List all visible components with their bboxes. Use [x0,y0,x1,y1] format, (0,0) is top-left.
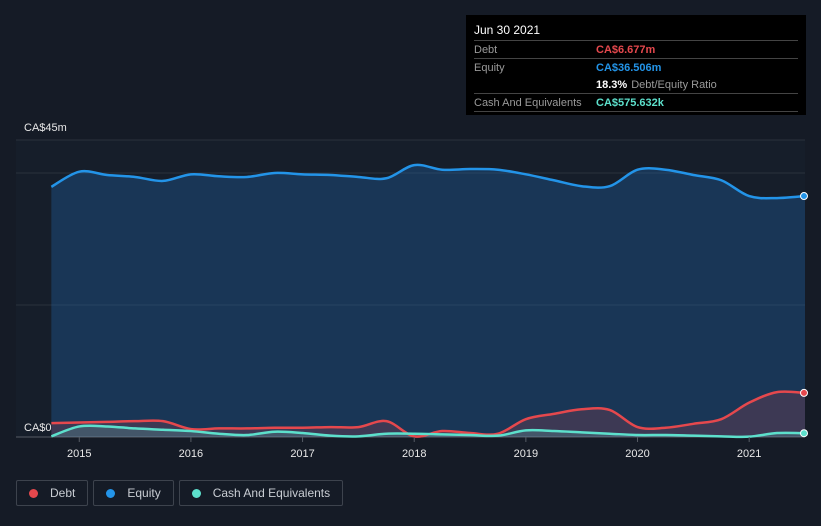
y-tick-label-top: CA$45m [24,122,67,134]
tooltip-debt-row: Debt CA$6.677m [474,41,798,59]
x-tick-label: 2017 [290,448,314,460]
equity-area [51,164,806,437]
legend-item-debt[interactable]: Debt [16,480,89,506]
tooltip-debt-value: CA$6.677m [596,43,656,56]
debt-area [51,391,806,437]
tooltip-equity-label: Equity [474,61,505,74]
tooltip-cash-row: Cash And Equivalents CA$575.632k [474,94,798,112]
debt-end-point [800,388,808,397]
tooltip-date: Jun 30 2021 [474,23,798,41]
equity-end-point [800,192,808,201]
tooltip-ratio-label: Debt/Equity Ratio [631,78,717,91]
y-tick-label-zero: CA$0 [24,422,52,434]
tooltip-cash-value: CA$575.632k [596,96,664,109]
x-tick-label: 2016 [179,448,203,460]
cash-end-point [800,429,808,438]
cash-line [50,424,806,439]
tooltip-ratio-row: 18.3% Debt/Equity Ratio [474,76,798,94]
equity-line [50,163,806,200]
cash-dot-icon [191,488,201,498]
legend-label: Equity [127,486,161,500]
tooltip-cash-label: Cash And Equivalents [474,96,582,109]
legend-label: Cash And Equivalents [212,486,331,500]
equity-dot-icon [106,488,116,498]
tooltip-equity-row: Equity CA$36.506m [474,59,798,76]
legend-item-cash[interactable]: Cash And Equivalents [178,480,344,506]
debt-dot-icon [29,488,38,498]
tooltip-equity-value: CA$36.506m [596,61,662,74]
x-tick-label: 2020 [625,448,649,460]
x-tick-label: 2021 [737,448,761,460]
tooltip-ratio-value: 18.3% [596,78,628,91]
x-tick-label: 2019 [514,448,538,460]
legend-item-equity[interactable]: Equity [93,480,174,506]
tooltip-debt-label: Debt [474,43,498,56]
x-tick-label: 2018 [402,448,426,460]
x-tick-label: 2015 [67,448,91,460]
legend: Debt Equity Cash And Equivalents [16,480,344,506]
tooltip: Jun 30 2021 Debt CA$6.677m Equity CA$36.… [466,15,806,115]
plot-background [16,140,805,437]
legend-label: Debt [50,486,76,500]
